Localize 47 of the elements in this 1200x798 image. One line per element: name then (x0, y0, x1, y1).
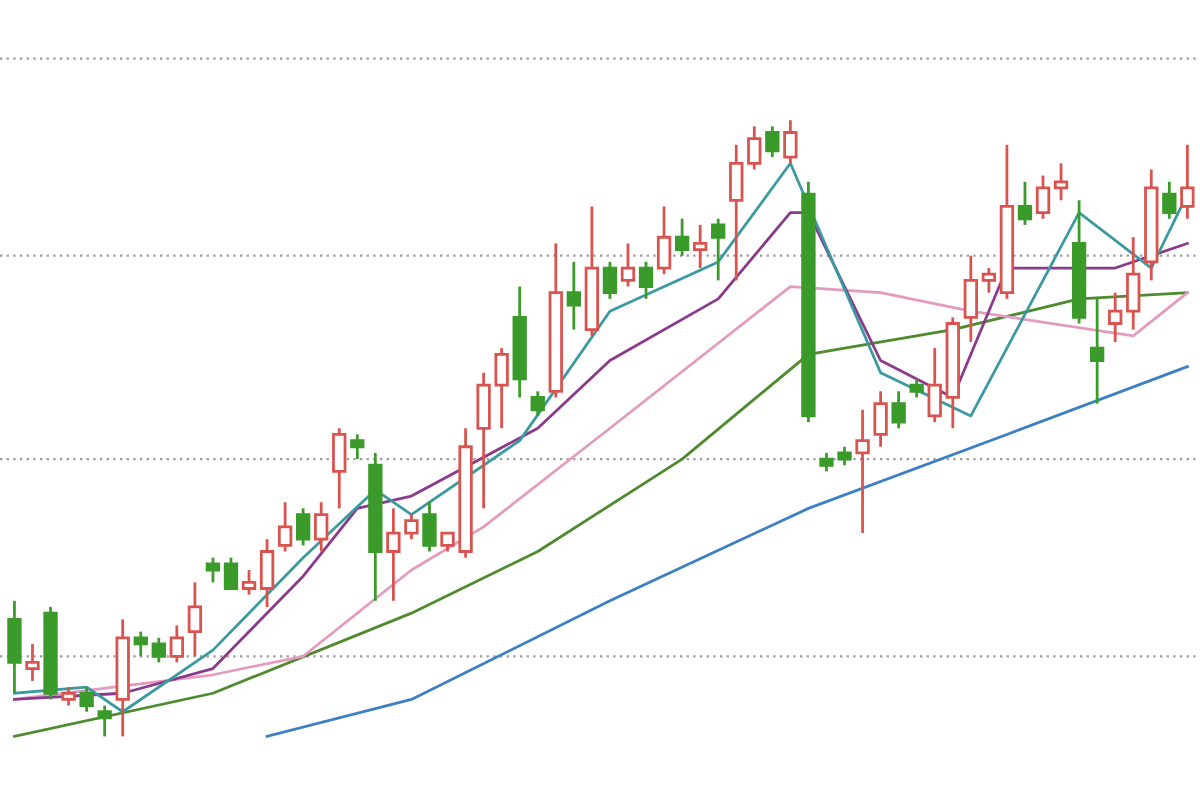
candlestick (295, 506, 311, 547)
candlestick (205, 556, 221, 584)
candlestick (277, 500, 293, 553)
candlestick (711, 217, 726, 282)
candlestick (259, 537, 275, 609)
candlestick (1126, 235, 1141, 332)
candlestick (620, 242, 636, 288)
candlestick (566, 260, 581, 332)
candlestick (530, 389, 545, 418)
candlestick (873, 389, 888, 449)
candlestick (25, 642, 40, 683)
candlestick (422, 500, 437, 553)
candlestick (241, 568, 257, 597)
candlestick (61, 685, 76, 707)
candlestick (79, 685, 94, 714)
candlestick (981, 266, 997, 295)
candlestick (133, 630, 148, 658)
candlestick (909, 377, 924, 399)
candlestick (963, 254, 978, 344)
candlestick (1108, 291, 1123, 344)
candlestick (1089, 297, 1105, 406)
candlestick (332, 426, 347, 510)
candlestick (674, 217, 690, 258)
candlestick (1035, 174, 1051, 221)
candlestick (1053, 161, 1069, 202)
candlestick (692, 223, 708, 270)
candlestick (602, 260, 618, 301)
candlestick (151, 636, 166, 664)
candlestick (97, 704, 112, 738)
candlestick (1180, 143, 1195, 221)
candlestick (223, 556, 239, 590)
candlestick (729, 143, 744, 282)
candlestick (7, 599, 22, 695)
candlestick (747, 124, 762, 171)
candlestick (656, 205, 672, 276)
candlestick (783, 118, 798, 165)
candlestick (1017, 180, 1033, 227)
candlestick (187, 580, 203, 658)
candlestick (638, 260, 654, 301)
candlestick (314, 500, 329, 553)
candlestick (169, 624, 185, 664)
candlestick (927, 346, 942, 424)
candlestick (1162, 180, 1177, 221)
candlestick (891, 389, 906, 430)
candlestick (350, 433, 365, 461)
candlestick (765, 124, 780, 159)
candlestick (855, 408, 870, 535)
